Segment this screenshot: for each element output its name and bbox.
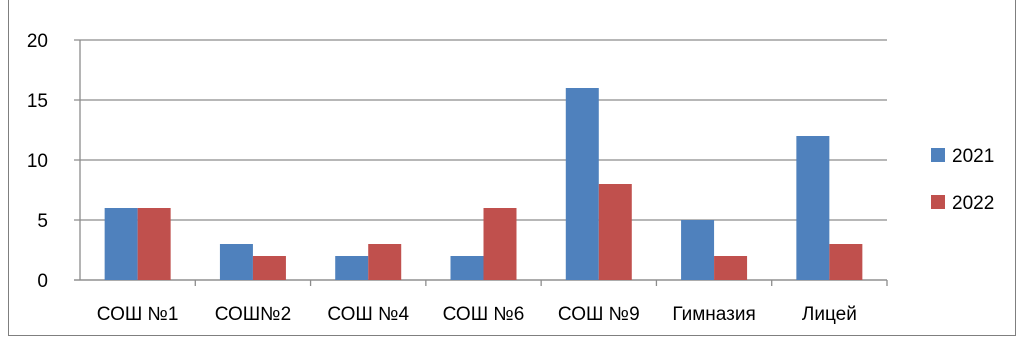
bar-2022 (829, 244, 863, 280)
bars (104, 88, 863, 280)
x-tick-label: Лицей (802, 304, 857, 325)
x-tick-label: СОШ №6 (443, 304, 525, 325)
y-tick-label: 15 (27, 91, 48, 112)
x-tick-label: СОШ №9 (558, 304, 640, 325)
legend: 2021 2022 (931, 146, 994, 214)
chart-frame (8, 0, 1016, 336)
y-tick-label: 20 (27, 31, 48, 52)
x-axis-ticks: СОШ №1 СОШ№2 СОШ №4 СОШ №6 СОШ №9 Гимназия Лиц… (97, 304, 857, 325)
bar-2021 (450, 256, 484, 280)
bar-2022 (252, 256, 286, 280)
bar-2022 (714, 256, 748, 280)
legend-swatch (931, 148, 945, 162)
bar-2021 (219, 244, 253, 280)
y-axis-ticks: 0 5 10 15 20 (27, 31, 48, 292)
bar-2021 (796, 136, 830, 280)
x-tick-label: СОШ №4 (327, 304, 409, 325)
legend-label: 2021 (952, 146, 994, 167)
y-tick-label: 10 (27, 151, 48, 172)
bar-2022 (483, 208, 517, 280)
x-tick-label: СОШ№2 (215, 304, 291, 325)
bar-2021 (681, 220, 715, 280)
gridlines (74, 39, 888, 286)
legend-label: 2022 (952, 193, 994, 214)
x-tick-label: СОШ №1 (97, 304, 179, 325)
y-tick-label: 5 (37, 211, 48, 232)
legend-swatch (931, 195, 945, 209)
bar-2021 (335, 256, 369, 280)
bar-2021 (104, 208, 138, 280)
bar-2022 (368, 244, 402, 280)
x-tick-label: Гимназия (672, 304, 755, 325)
bar-2021 (565, 88, 599, 280)
bar-2022 (598, 184, 632, 280)
bar-2022 (137, 208, 171, 280)
y-tick-label: 0 (37, 271, 48, 292)
